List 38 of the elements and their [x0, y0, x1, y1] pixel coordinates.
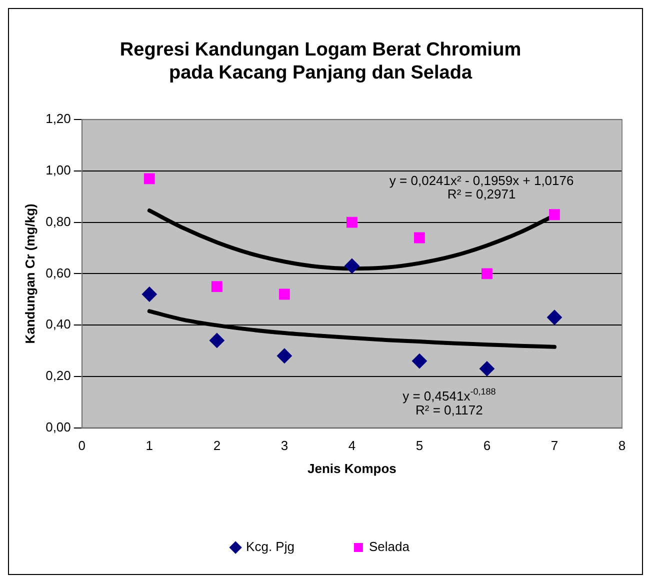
x-tick-label: 1 [146, 438, 154, 454]
legend-label: Selada [368, 539, 410, 554]
x-tick-label: 0 [78, 438, 86, 454]
x-tick-label: 4 [348, 438, 356, 454]
y-tick-label: 1,20 [46, 111, 71, 126]
point [479, 361, 494, 376]
point [209, 332, 224, 348]
y-tick-label: 0,00 [46, 419, 71, 434]
point [414, 232, 425, 244]
x-axis-title: Jenis Kompos [308, 460, 396, 476]
x-tick-label: 6 [483, 438, 491, 454]
y-tick-label: 1,00 [46, 162, 71, 178]
y-tick-label: 0,80 [46, 214, 71, 229]
y-tick-label: 0,40 [46, 316, 71, 332]
point [346, 216, 358, 228]
y-tick-label: 0,20 [46, 368, 71, 384]
x-tick-label: 2 [213, 438, 221, 454]
y-tick-label: 0,60 [46, 265, 71, 280]
x-tick-label: 8 [618, 438, 626, 454]
x-tick-label: 3 [280, 438, 288, 454]
point [142, 286, 157, 302]
point [412, 354, 427, 369]
point [549, 209, 560, 220]
point [211, 281, 222, 292]
point [278, 288, 290, 300]
point [344, 258, 360, 274]
y-axis-title: Kandungan Cr (mg/kg) [22, 204, 38, 344]
x-tick-label: 7 [550, 438, 558, 454]
annotation: y = 0,0241x² - 0,1959x + 1,0176 [389, 172, 574, 188]
point [144, 173, 155, 184]
annotation: R² = 0,2971 [447, 186, 516, 202]
legend-label: Kcg. Pjg [246, 539, 294, 554]
point [546, 310, 562, 325]
x-tick-label: 5 [416, 438, 424, 454]
annotation: R² = 0,1172 [416, 402, 483, 418]
point [276, 348, 292, 364]
point [482, 268, 492, 280]
chart-title: Regresi Kandungan Logam Berat Chromium pada Kacang Panjang dan Selada [120, 40, 522, 84]
